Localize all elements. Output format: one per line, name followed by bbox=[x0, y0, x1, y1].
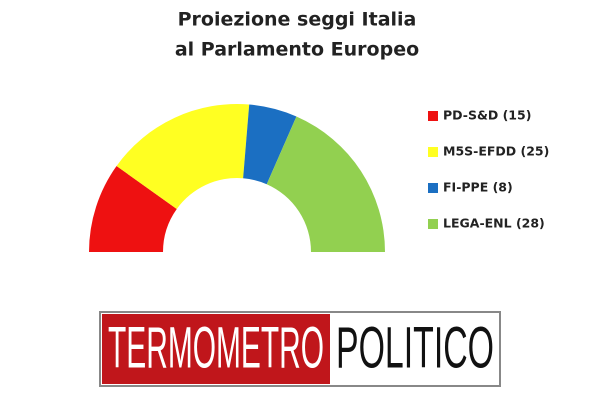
segment bbox=[266, 116, 385, 252]
legend-swatch bbox=[428, 219, 438, 229]
segment bbox=[116, 104, 250, 210]
logo-right: POLITICO bbox=[336, 315, 494, 380]
logo-left: TERMOMETRO bbox=[108, 315, 324, 380]
legend-label: PD-S&D (15) bbox=[443, 108, 531, 123]
chart-title: al Parlamento Europeo bbox=[175, 39, 419, 61]
legend-label: M5S-EFDD (25) bbox=[443, 144, 549, 159]
logo: TERMOMETRO POLITICO bbox=[99, 311, 501, 387]
chart-title: Proiezione seggi Italia bbox=[178, 9, 417, 31]
segment bbox=[89, 166, 177, 252]
legend-swatch bbox=[428, 147, 438, 157]
legend-swatch bbox=[428, 183, 438, 193]
logo-red bbox=[102, 314, 330, 384]
legend-swatch bbox=[428, 111, 438, 121]
legend-label: FI-PPE (8) bbox=[443, 180, 513, 195]
legend-label: LEGA-ENL (28) bbox=[443, 216, 545, 231]
segment bbox=[243, 104, 297, 185]
